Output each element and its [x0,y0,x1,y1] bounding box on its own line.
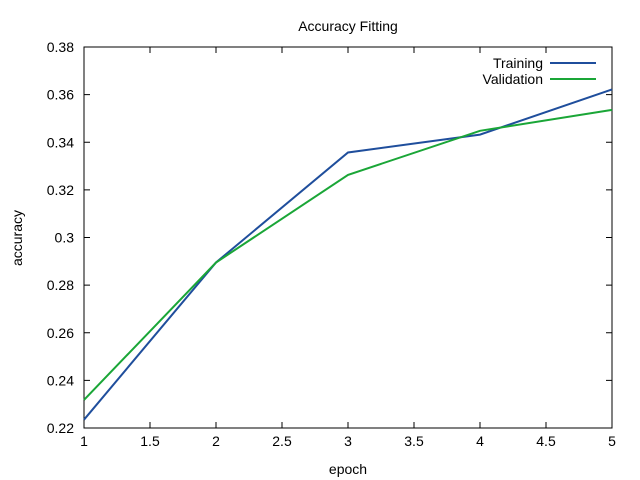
x-tick-label: 2 [212,433,220,449]
y-tick-label: 0.22 [47,420,74,436]
x-tick-label: 3 [344,433,352,449]
x-tick-label: 3.5 [404,433,424,449]
x-tick-label: 2.5 [272,433,292,449]
chart-title: Accuracy Fitting [298,18,398,34]
y-tick-label: 0.28 [47,277,74,293]
y-tick-label: 0.36 [47,87,74,103]
legend-label-validation: Validation [483,71,543,87]
x-tick-label: 1 [80,433,88,449]
x-tick-label: 5 [608,433,616,449]
y-tick-label: 0.26 [47,325,74,341]
series-line-validation [83,108,613,401]
plot-area: 1 1.5 2 2.5 3 3.5 4 4.5 5 0.22 0.24 0.26 0.28 0.3 0.32… [47,39,616,449]
y-tick-label: 0.38 [47,39,74,55]
legend-label-training: Training [493,55,543,71]
plot-frame [83,46,613,429]
y-tick-label: 0.24 [47,372,74,388]
y-tick-label: 0.3 [55,230,75,246]
x-tick-label: 4.5 [536,433,556,449]
x-tick-label: 4 [476,433,484,449]
y-tick-label: 0.34 [47,134,74,150]
x-axis-label: epoch [329,461,367,477]
series-line-training [83,88,613,421]
y-axis-label: accuracy [9,210,25,266]
x-tick-label: 1.5 [140,433,160,449]
y-tick-label: 0.32 [47,182,74,198]
